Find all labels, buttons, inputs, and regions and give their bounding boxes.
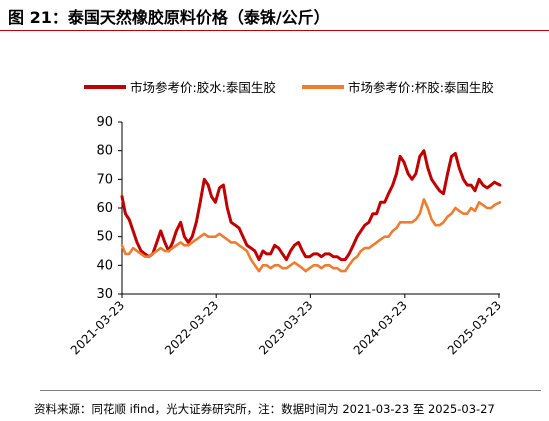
y-tick-label: 90 — [96, 115, 113, 130]
series-line-1 — [120, 198, 502, 273]
source-divider — [40, 390, 541, 391]
series-lines — [120, 149, 502, 273]
legend-label-0: 市场参考价:胶水:泰国生胶 — [130, 80, 276, 95]
y-tick-label: 80 — [96, 144, 113, 159]
y-tick-label: 40 — [96, 258, 113, 273]
x-tick-label: 2023-03-23 — [256, 298, 315, 357]
chart-canvas: 市场参考价:胶水:泰国生胶 市场参考价:杯胶:泰国生胶 30 40 50 60 70 80 9… — [68, 80, 504, 357]
series-line-0 — [120, 149, 502, 262]
y-tick-label: 70 — [96, 172, 113, 187]
x-tick-label: 2024-03-23 — [351, 298, 410, 357]
y-tick-label: 30 — [96, 287, 113, 302]
legend: 市场参考价:胶水:泰国生胶 市场参考价:杯胶:泰国生胶 — [84, 80, 494, 95]
y-tick-label: 60 — [96, 201, 113, 216]
x-tick-label: 2025-03-23 — [445, 298, 504, 357]
legend-label-1: 市场参考价:杯胶:泰国生胶 — [348, 80, 494, 95]
y-tick-label: 50 — [96, 230, 113, 245]
chart-title: 图 21：泰国天然橡胶原料价格（泰铢/公斤） — [8, 8, 330, 27]
x-tick-label: 2022-03-23 — [162, 298, 221, 357]
title-divider — [0, 30, 549, 31]
source-note: 资料来源：同花顺 ifind，光大证券研究所，注：数据时间为 2021-03-2… — [34, 402, 495, 416]
x-tick-label: 2021-03-23 — [68, 298, 127, 357]
